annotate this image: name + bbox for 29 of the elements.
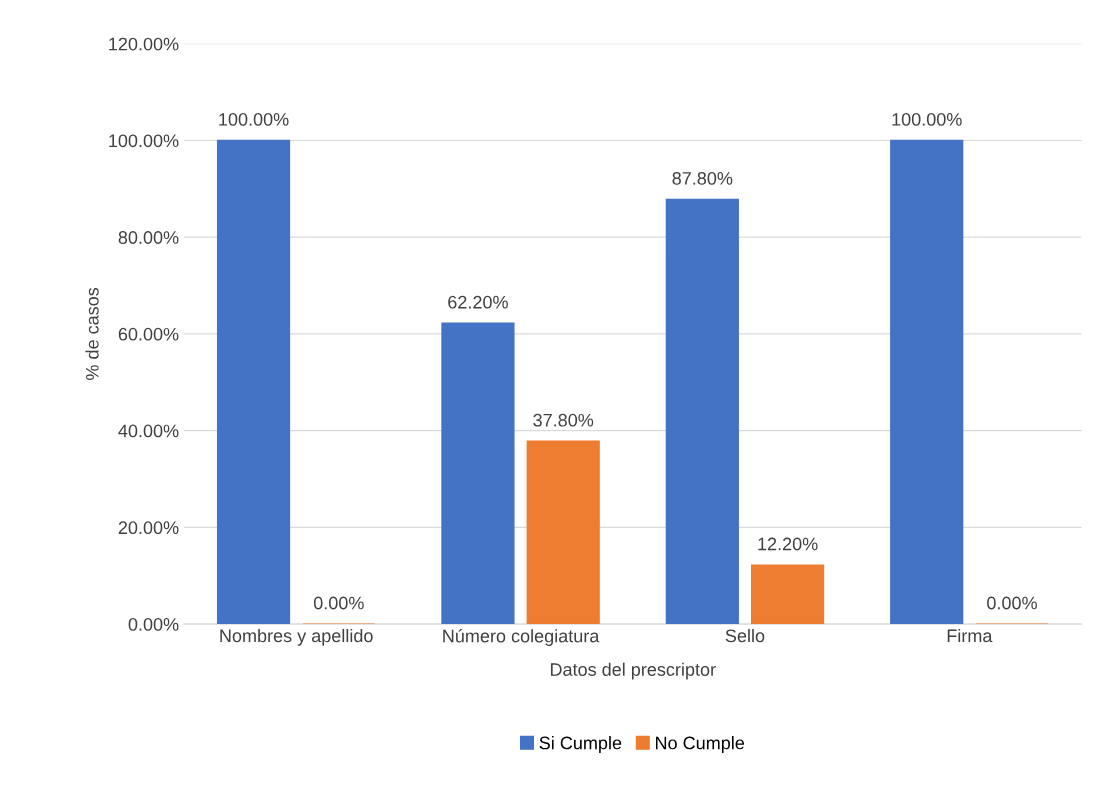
bar (750, 564, 825, 625)
y-axis-title: % de casos (85, 287, 99, 380)
y-tick-label: 20.00% (118, 521, 179, 535)
x-tick-label: Número colegiatura (443, 628, 600, 646)
y-tick-label: 120.00% (109, 37, 179, 51)
data-label: 0.00% (313, 596, 364, 610)
data-label: 0.00% (987, 596, 1037, 610)
y-tick-label: 40.00% (118, 424, 179, 438)
y-tick-label: 80.00% (118, 231, 179, 244)
x-tick-label: Firma (947, 628, 993, 643)
data-label: 100.00% (219, 112, 289, 126)
data-label: 12.20% (758, 537, 818, 551)
bar (216, 139, 291, 625)
bar (890, 139, 964, 625)
legend-label: Si Cumple (539, 736, 622, 753)
bar (441, 322, 515, 625)
y-tick-label: 0.00% (128, 618, 179, 631)
x-axis-title: Datos del prescriptor (550, 662, 716, 680)
data-label: 100.00% (892, 112, 962, 126)
y-tick-label: 60.00% (118, 327, 179, 341)
x-tick-label: Nombres y apellido (220, 628, 373, 646)
data-label: 62.20% (448, 295, 508, 309)
bar (526, 440, 600, 625)
data-label: 87.80% (672, 171, 733, 185)
y-tick-label: 100.00% (109, 134, 179, 148)
data-label: 37.80% (533, 413, 594, 427)
legend-label: No Cumple (656, 736, 745, 753)
x-tick-label: Sello (725, 628, 765, 643)
bar (665, 198, 739, 625)
